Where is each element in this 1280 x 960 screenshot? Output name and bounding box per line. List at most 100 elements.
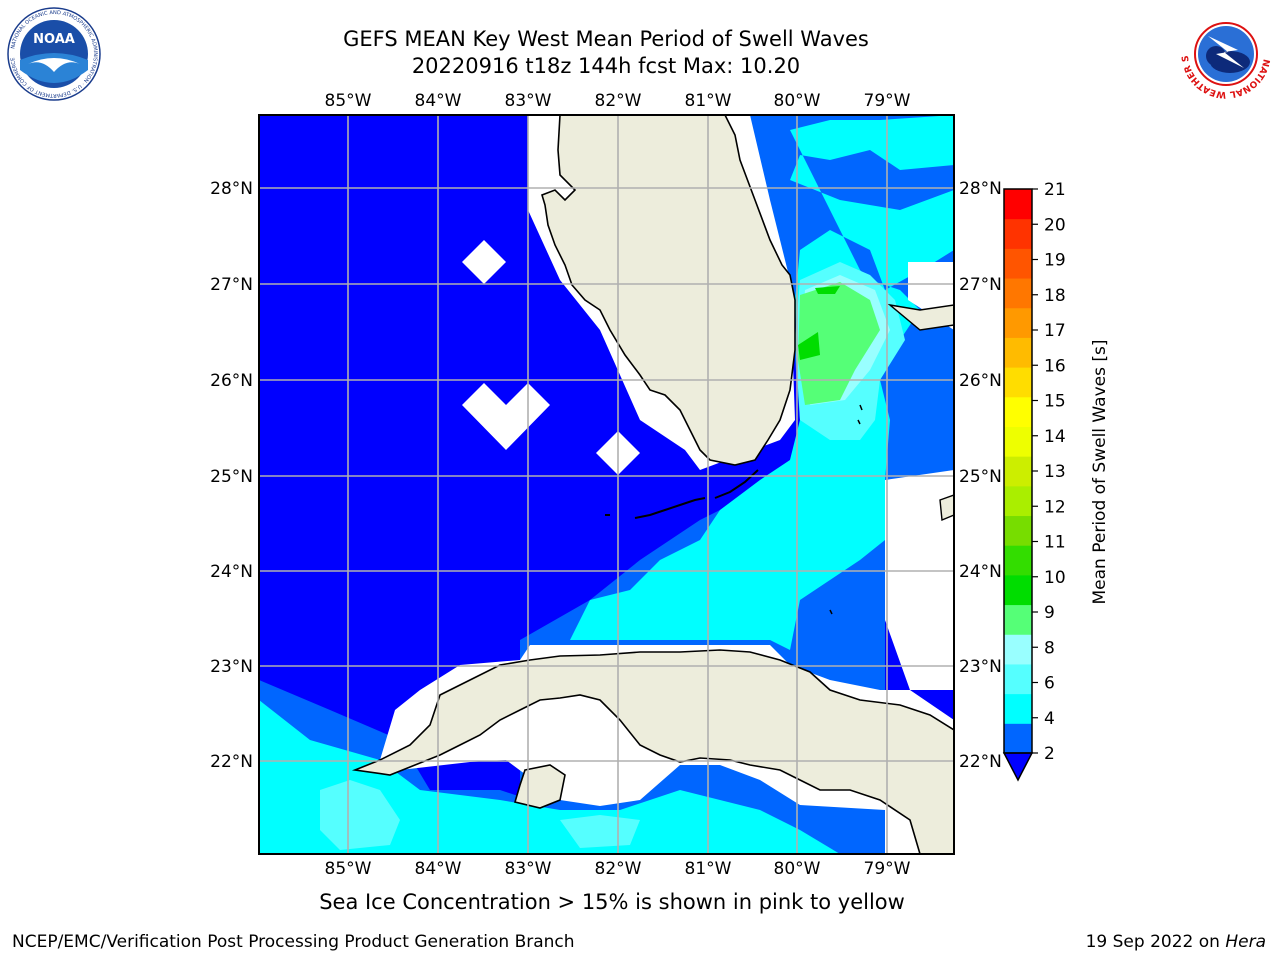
footer-date: 19 Sep 2022 on Hera [1086, 932, 1266, 952]
lon-label: 85°W [325, 859, 372, 879]
colorbar-swatch [1004, 485, 1032, 517]
cay-sal-bank [829, 404, 863, 615]
colorbar-tick-label: 18 [1044, 286, 1066, 306]
lat-label: 23°N [210, 657, 253, 677]
swell-period-band-green [798, 282, 880, 405]
colorbar-tick-label: 19 [1044, 251, 1066, 271]
swell-period-band-bright-green-n [815, 286, 840, 294]
lat-label: 24°N [210, 562, 253, 582]
swell-period-band-bright-green [798, 332, 820, 360]
colorbar-tick-label: 20 [1044, 215, 1066, 235]
colorbar-tick-label: 15 [1044, 392, 1066, 412]
footer-credit: NCEP/EMC/Verification Post Processing Pr… [12, 932, 575, 952]
colorbar-swatch [1004, 663, 1032, 695]
lat-labels-right: 28°N 27°N 26°N 25°N 24°N 23°N 22°N [959, 179, 1002, 772]
swell-period-band-cyan [570, 115, 954, 650]
chart-title: GEFS MEAN Key West Mean Period of Swell … [343, 27, 869, 51]
lon-label: 84°W [415, 91, 462, 111]
colorbar-tick-label: 13 [1044, 462, 1066, 482]
chart-subtitle: 20220916 t18z 144h fcst Max: 10.20 [411, 54, 801, 78]
lon-label: 81°W [685, 91, 732, 111]
noaa-logo: NOAA NATIONAL OCEANIC AND ATMOSPHERIC AD… [7, 7, 101, 101]
grand-bahama [887, 303, 954, 331]
colorbar-swatch [1004, 307, 1032, 338]
colorbar-tick-label: 6 [1044, 674, 1055, 694]
lon-labels-bottom: 85°W 84°W 83°W 82°W 81°W 80°W 79°W [325, 859, 911, 879]
no-data-patch [885, 470, 954, 690]
lon-label: 82°W [595, 859, 642, 879]
swell-period-band-light-cyan-sw [320, 780, 400, 850]
colorbar: 21 20 19 18 17 16 15 14 13 12 11 10 9 8 6 4 2 Mean Perio… [1002, 180, 1110, 782]
swell-period-band-light-cyan-s [560, 815, 640, 848]
lon-label: 80°W [774, 859, 821, 879]
colorbar-tick-label: 4 [1044, 709, 1055, 729]
lat-label: 25°N [959, 467, 1002, 487]
no-data-patch [462, 240, 506, 284]
lat-label: 23°N [959, 657, 1002, 677]
colorbar-swatch [1004, 456, 1032, 487]
colorbar-swatch [1004, 545, 1032, 576]
footer-host: Hera [1225, 932, 1266, 952]
lat-label: 28°N [210, 179, 253, 199]
lon-label: 83°W [505, 859, 552, 879]
cuba-landmass [351, 649, 954, 854]
lat-label: 22°N [210, 752, 253, 772]
colorbar-ticks: 21 20 19 18 17 16 15 14 13 12 11 10 9 8 6 4 2 [1032, 180, 1066, 764]
colorbar-tick-label: 21 [1044, 180, 1066, 200]
colorbar-swatch [1004, 426, 1032, 457]
colorbar-tick-label: 8 [1044, 638, 1055, 658]
lat-label: 25°N [210, 467, 253, 487]
lon-labels-top: 85°W 84°W 83°W 82°W 81°W 80°W 79°W [325, 91, 911, 111]
lat-label: 27°N [210, 275, 253, 295]
lon-label: 82°W [595, 91, 642, 111]
footer-date-text: 19 Sep 2022 on [1085, 932, 1226, 952]
lon-label: 79°W [864, 91, 911, 111]
colorbar-swatch [1004, 367, 1032, 398]
map-frame [258, 114, 955, 855]
nws-logo: NATIONAL WEATHER SERVICE [1178, 6, 1272, 100]
lon-label: 79°W [864, 859, 911, 879]
colorbar-swatch [1004, 723, 1032, 754]
map-field [259, 115, 954, 854]
lon-label: 84°W [415, 859, 462, 879]
colorbar-swatch [1004, 248, 1032, 279]
colorbar-tick-label: 17 [1044, 321, 1066, 341]
lon-label: 80°W [774, 91, 821, 111]
lat-label: 22°N [959, 752, 1002, 772]
colorbar-swatches [1004, 189, 1032, 754]
andros-island [939, 494, 954, 522]
colorbar-swatch [1004, 278, 1032, 309]
noaa-logo-text: NOAA [33, 32, 75, 47]
graticule [259, 115, 954, 854]
lat-label: 26°N [959, 371, 1002, 391]
colorbar-tick-label: 14 [1044, 427, 1066, 447]
colorbar-swatch [1004, 189, 1032, 220]
florida-landmass [541, 115, 796, 466]
lon-label: 83°W [505, 91, 552, 111]
colorbar-swatch [1004, 396, 1032, 427]
colorbar-swatch [1004, 634, 1032, 665]
colorbar-swatch [1004, 604, 1032, 635]
colorbar-tick-label: 2 [1044, 744, 1055, 764]
colorbar-extend-arrow [1002, 752, 1034, 782]
lat-label: 26°N [210, 371, 253, 391]
colorbar-swatch [1004, 693, 1032, 724]
lat-label: 24°N [959, 562, 1002, 582]
colorbar-tick-label: 9 [1044, 603, 1055, 623]
lat-label: 28°N [959, 179, 1002, 199]
colorbar-tick-label: 16 [1044, 356, 1066, 376]
colorbar-tick-label: 11 [1044, 533, 1066, 553]
lon-label: 85°W [325, 91, 372, 111]
colorbar-tick-label: 10 [1044, 568, 1066, 588]
colorbar-swatch [1004, 515, 1032, 546]
lat-labels-left: 28°N 27°N 26°N 25°N 24°N 23°N 22°N [210, 179, 253, 772]
colorbar-swatch [1004, 337, 1032, 368]
colorbar-swatch [1004, 574, 1032, 606]
sea-ice-note: Sea Ice Concentration > 15% is shown in … [319, 890, 905, 914]
colorbar-tick-label: 12 [1044, 497, 1066, 517]
swell-period-band-cyan-south [259, 700, 840, 854]
lon-label: 81°W [685, 859, 732, 879]
lat-label: 27°N [959, 275, 1002, 295]
colorbar-label: Mean Period of Swell Waves [s] [1090, 340, 1110, 605]
